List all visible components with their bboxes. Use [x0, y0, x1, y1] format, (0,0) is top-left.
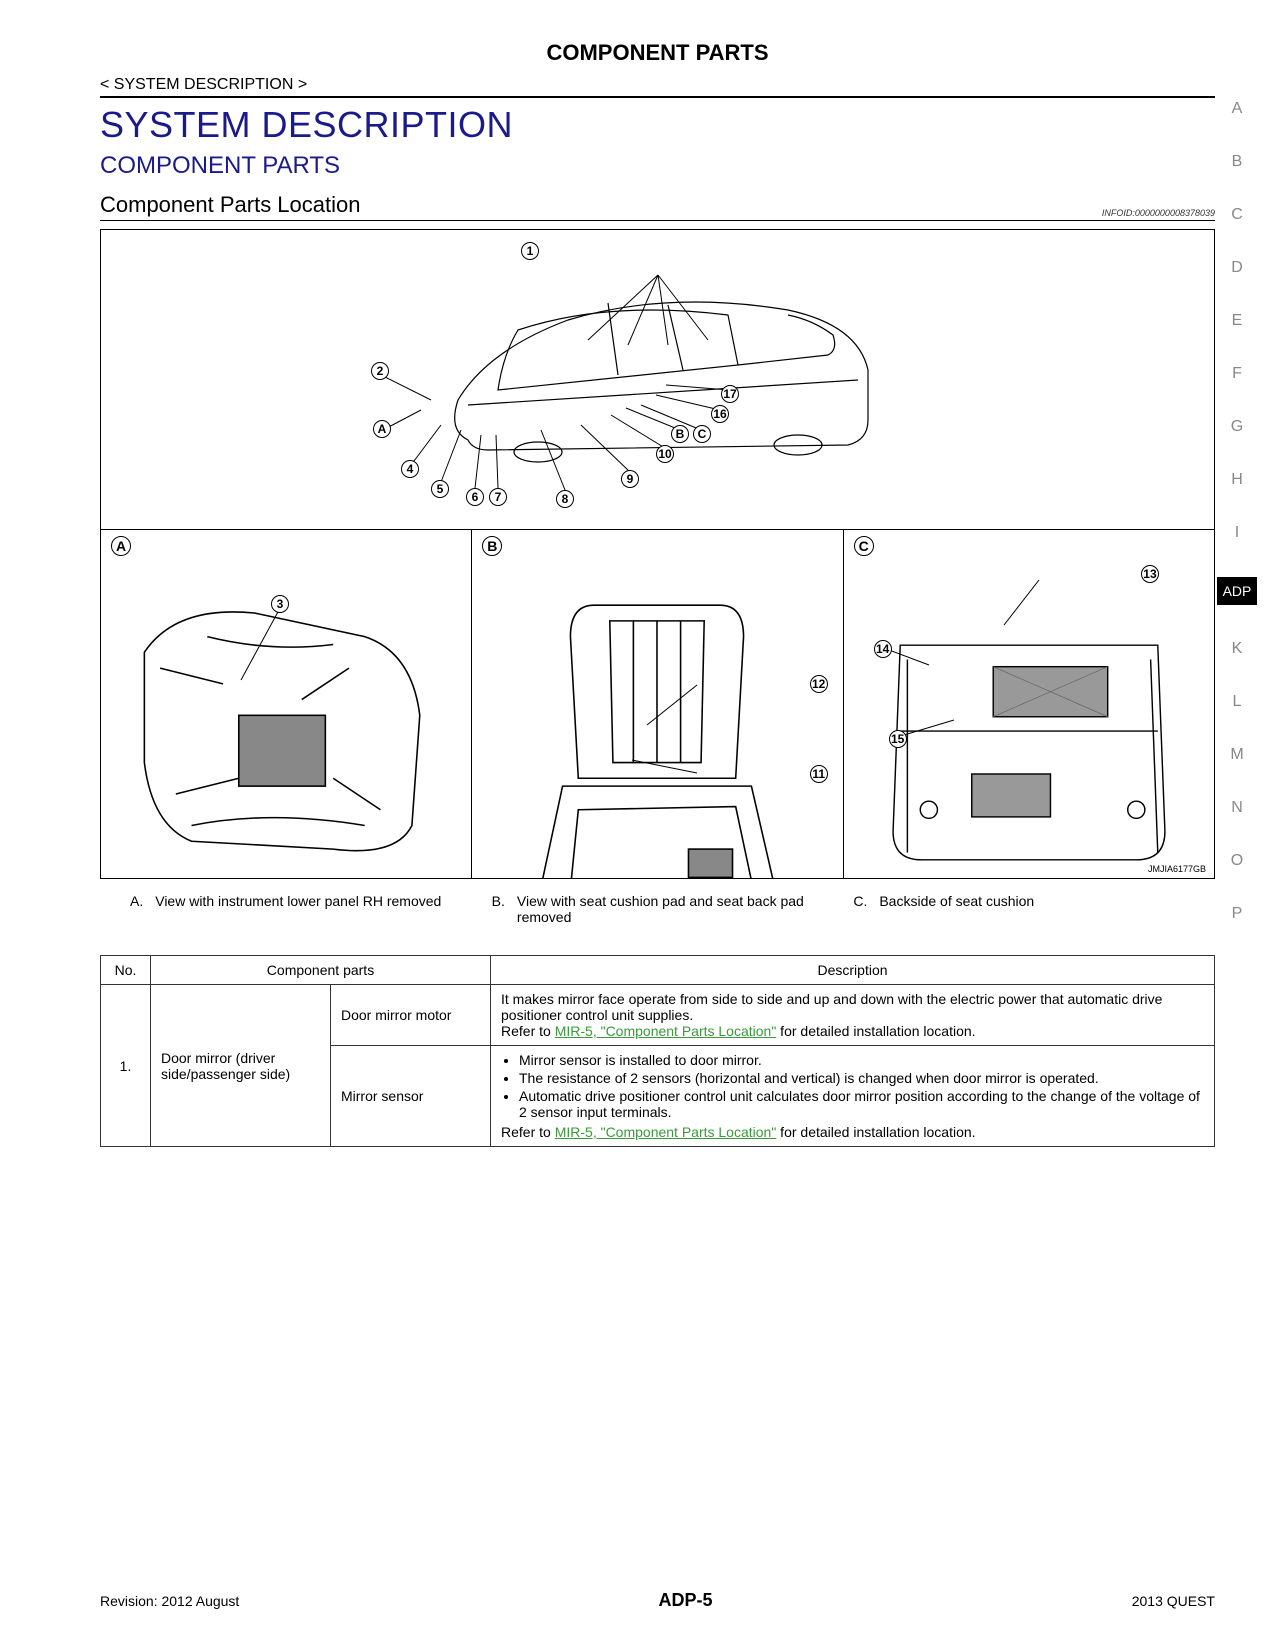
side-tab-m[interactable]: M	[1217, 746, 1257, 764]
side-tab-f[interactable]: F	[1217, 365, 1257, 383]
side-tab-h[interactable]: H	[1217, 471, 1257, 489]
callout-10: 10	[656, 445, 674, 463]
legend-item: A. View with instrument lower panel RH r…	[130, 893, 472, 925]
legend-letter: B.	[492, 893, 505, 925]
sub2-title: Component Parts Location	[100, 192, 361, 218]
legend-letter: A.	[130, 893, 143, 925]
legend-item: B. View with seat cushion pad and seat b…	[492, 893, 834, 925]
side-tab-e[interactable]: E	[1217, 312, 1257, 330]
table-row: 1. Door mirror (driver side/passenger si…	[101, 985, 1215, 1046]
cell-part: Mirror sensor	[331, 1046, 491, 1147]
side-tab-l[interactable]: L	[1217, 693, 1257, 711]
diagram-container: 1 2 A 4 5 6 7 8 9 10 B C 16 17	[100, 229, 1215, 879]
callout-7: 7	[489, 488, 507, 506]
footer: Revision: 2012 August ADP-5 2013 QUEST	[100, 1590, 1215, 1611]
refer-link[interactable]: MIR-5, "Component Parts Location"	[555, 1023, 777, 1039]
callout-A: A	[373, 420, 391, 438]
side-tab-i[interactable]: I	[1217, 524, 1257, 542]
refer-suffix: for detailed installation location.	[776, 1124, 975, 1140]
refer-link[interactable]: MIR-5, "Component Parts Location"	[555, 1124, 777, 1140]
th-no: No.	[101, 956, 151, 985]
callout-8: 8	[556, 490, 574, 508]
diagram-top-panel: 1 2 A 4 5 6 7 8 9 10 B C 16 17	[101, 230, 1214, 530]
doc-title: COMPONENT PARTS	[100, 40, 1215, 66]
callout-16: 16	[711, 405, 729, 423]
callout-14: 14	[874, 640, 892, 658]
callout-C: C	[693, 425, 711, 443]
th-desc: Description	[491, 956, 1215, 985]
callout-17: 17	[721, 385, 739, 403]
cell-desc: It makes mirror face operate from side t…	[491, 985, 1215, 1046]
legend-text: Backside of seat cushion	[879, 893, 1034, 925]
footer-left: Revision: 2012 August	[100, 1593, 239, 1609]
callout-4: 4	[401, 460, 419, 478]
cell-part: Door mirror motor	[331, 985, 491, 1046]
subsection-title: COMPONENT PARTS	[100, 152, 1215, 180]
refer-suffix: for detailed installation location.	[776, 1023, 975, 1039]
side-tab-adp[interactable]: ADP	[1217, 577, 1257, 605]
panel-b-sketch	[500, 574, 815, 871]
side-tab-o[interactable]: O	[1217, 852, 1257, 870]
divider	[100, 96, 1215, 98]
bullet: Mirror sensor is installed to door mirro…	[519, 1052, 1204, 1068]
side-tabs: A B C D E F G H I ADP K L M N O P	[1217, 100, 1257, 923]
th-parts: Component parts	[151, 956, 491, 985]
cell-desc: Mirror sensor is installed to door mirro…	[491, 1046, 1215, 1147]
callout-11: 11	[810, 765, 828, 783]
side-tab-g[interactable]: G	[1217, 418, 1257, 436]
breadcrumb: < SYSTEM DESCRIPTION >	[100, 76, 1215, 94]
panel-c: C 13 14	[844, 530, 1214, 879]
callout-13: 13	[1141, 565, 1159, 583]
panel-a: A 3	[101, 530, 472, 879]
desc-text: It makes mirror face operate from side t…	[501, 991, 1162, 1023]
callout-5: 5	[431, 480, 449, 498]
legend: A. View with instrument lower panel RH r…	[130, 893, 1195, 925]
side-tab-c[interactable]: C	[1217, 206, 1257, 224]
legend-text: View with instrument lower panel RH remo…	[155, 893, 441, 925]
parts-table: No. Component parts Description 1. Door …	[100, 955, 1215, 1147]
callout-2: 2	[371, 362, 389, 380]
infoid: INFOID:0000000008378039	[1102, 208, 1215, 218]
footer-center: ADP-5	[659, 1590, 713, 1611]
panel-b-label: B	[482, 536, 502, 556]
side-tab-b[interactable]: B	[1217, 153, 1257, 171]
callout-15: 15	[889, 730, 907, 748]
callout-9: 9	[621, 470, 639, 488]
refer-prefix: Refer to	[501, 1124, 555, 1140]
legend-item: C. Backside of seat cushion	[853, 893, 1195, 925]
cell-group: Door mirror (driver side/passenger side)	[151, 985, 331, 1147]
callout-6: 6	[466, 488, 484, 506]
legend-letter: C.	[853, 893, 867, 925]
legend-text: View with seat cushion pad and seat back…	[517, 893, 833, 925]
footer-right: 2013 QUEST	[1132, 1593, 1215, 1609]
panel-c-label: C	[854, 536, 874, 556]
panel-b: B	[472, 530, 843, 879]
panel-c-sketch	[871, 574, 1186, 871]
panel-a-label: A	[111, 536, 131, 556]
bullet: Automatic drive positioner control unit …	[519, 1088, 1204, 1120]
bullet: The resistance of 2 sensors (horizontal …	[519, 1070, 1204, 1086]
callout-1: 1	[521, 242, 539, 260]
cell-no: 1.	[101, 985, 151, 1147]
callout-12: 12	[810, 675, 828, 693]
side-tab-k[interactable]: K	[1217, 640, 1257, 658]
callout-B: B	[671, 425, 689, 443]
diagram-code: JMJIA6177GB	[1148, 864, 1206, 874]
side-tab-p[interactable]: P	[1217, 905, 1257, 923]
callout-3: 3	[271, 595, 289, 613]
side-tab-d[interactable]: D	[1217, 259, 1257, 277]
refer-prefix: Refer to	[501, 1023, 555, 1039]
section-title: SYSTEM DESCRIPTION	[100, 104, 1215, 146]
side-tab-n[interactable]: N	[1217, 799, 1257, 817]
panel-a-sketch	[129, 574, 444, 871]
side-tab-a[interactable]: A	[1217, 100, 1257, 118]
